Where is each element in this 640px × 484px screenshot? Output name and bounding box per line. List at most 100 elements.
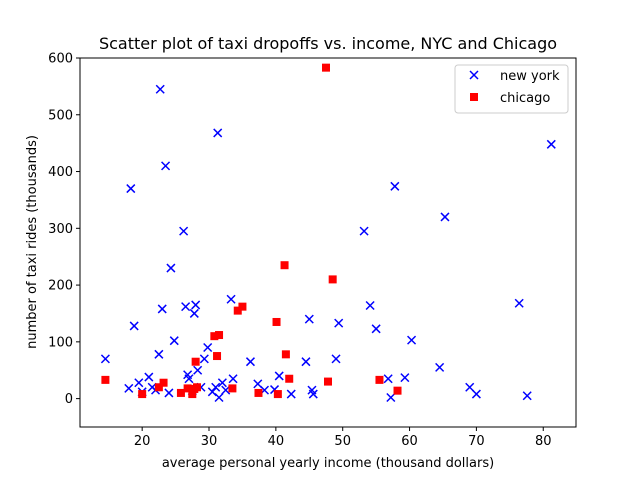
legend-marker-chicago xyxy=(470,93,478,101)
y-tick-label: 600 xyxy=(48,52,73,67)
point-new-york xyxy=(331,354,341,364)
y-tick-label: 400 xyxy=(48,165,73,180)
point-new-york xyxy=(334,318,344,328)
point-new-york xyxy=(193,365,203,375)
point-chicago xyxy=(215,331,224,340)
point-new-york xyxy=(407,335,417,345)
y-tick-label: 500 xyxy=(48,108,73,123)
point-new-york xyxy=(308,389,318,399)
point-new-york xyxy=(221,385,231,395)
y-axis-label: number of taxi rides (thousands) xyxy=(25,135,40,349)
y-tick-label: 0 xyxy=(65,392,73,407)
legend-label-new-york: new york xyxy=(500,69,560,84)
point-new-york xyxy=(184,374,194,384)
x-axis-label: average personal yearly income (thousand… xyxy=(162,456,494,471)
point-new-york xyxy=(514,298,524,308)
point-new-york xyxy=(213,128,223,138)
point-new-york xyxy=(386,392,396,403)
point-new-york xyxy=(383,374,393,384)
point-chicago xyxy=(272,317,281,326)
point-chicago xyxy=(188,390,197,399)
point-new-york xyxy=(228,374,238,384)
point-new-york xyxy=(134,378,144,388)
x-tick-label: 40 xyxy=(268,434,285,449)
point-new-york xyxy=(546,139,556,149)
point-chicago xyxy=(154,383,163,392)
x-tick-label: 80 xyxy=(535,434,552,449)
point-chicago xyxy=(321,63,330,72)
point-chicago xyxy=(328,275,337,284)
point-chicago xyxy=(183,384,192,393)
point-new-york xyxy=(157,304,167,314)
y-axis-ticks: 0 100 200 300 400 500 600 xyxy=(48,52,80,407)
point-new-york xyxy=(124,383,134,393)
point-new-york xyxy=(245,357,255,367)
point-chicago xyxy=(233,306,242,315)
point-chicago xyxy=(101,375,110,384)
chart-title: Scatter plot of taxi dropoffs vs. income… xyxy=(99,34,557,53)
legend-label-chicago: chicago xyxy=(500,91,550,106)
point-new-york xyxy=(199,354,209,364)
point-new-york xyxy=(522,391,532,401)
x-axis-ticks: 20 30 40 50 60 70 80 xyxy=(134,427,552,449)
plot-frame xyxy=(79,57,577,428)
y-tick-label: 100 xyxy=(48,335,73,350)
point-chicago xyxy=(213,352,222,361)
point-chicago xyxy=(228,384,237,393)
x-tick-label: 50 xyxy=(334,434,351,449)
point-chicago xyxy=(393,386,402,395)
point-new-york xyxy=(371,324,381,334)
point-new-york xyxy=(471,389,481,399)
y-tick-label: 300 xyxy=(48,222,73,237)
point-new-york xyxy=(169,336,179,346)
point-chicago xyxy=(285,374,294,383)
plot-marks xyxy=(100,63,556,403)
point-new-york xyxy=(144,372,154,382)
point-chicago xyxy=(159,378,168,387)
point-chicago xyxy=(191,357,200,366)
point-new-york xyxy=(191,300,201,310)
point-new-york xyxy=(274,371,284,381)
point-new-york xyxy=(365,300,375,311)
point-new-york xyxy=(440,212,450,222)
point-new-york xyxy=(154,349,164,359)
point-new-york xyxy=(390,181,400,191)
point-new-york xyxy=(164,388,174,398)
point-chicago xyxy=(238,302,247,311)
point-new-york xyxy=(217,378,227,388)
legend-marker-new-york xyxy=(469,70,479,80)
point-new-york xyxy=(286,389,296,399)
point-chicago xyxy=(375,375,384,384)
point-chicago xyxy=(176,388,185,397)
point-chicago xyxy=(281,350,290,359)
x-tick-label: 60 xyxy=(401,434,418,449)
point-new-york xyxy=(359,226,369,236)
y-tick-label: 200 xyxy=(48,279,73,294)
point-new-york xyxy=(203,342,213,353)
legend-box xyxy=(454,64,569,114)
point-new-york xyxy=(181,302,191,312)
point-new-york xyxy=(155,84,165,94)
point-new-york xyxy=(100,354,110,364)
point-chicago xyxy=(273,390,282,399)
point-new-york xyxy=(126,184,136,194)
point-new-york xyxy=(304,314,314,324)
point-new-york xyxy=(129,321,139,331)
point-new-york xyxy=(465,382,475,392)
point-new-york xyxy=(189,308,199,318)
x-tick-label: 70 xyxy=(468,434,485,449)
point-new-york xyxy=(214,392,224,403)
x-tick-label: 30 xyxy=(201,434,218,449)
point-new-york xyxy=(166,263,176,273)
legend: new york chicago xyxy=(454,64,569,114)
point-chicago xyxy=(192,383,201,392)
point-new-york xyxy=(211,382,221,392)
x-tick-label: 20 xyxy=(134,434,151,449)
point-chicago xyxy=(280,261,289,270)
point-chicago xyxy=(210,332,219,341)
point-new-york xyxy=(179,226,189,236)
point-chicago xyxy=(138,390,147,399)
point-chicago xyxy=(324,377,332,386)
